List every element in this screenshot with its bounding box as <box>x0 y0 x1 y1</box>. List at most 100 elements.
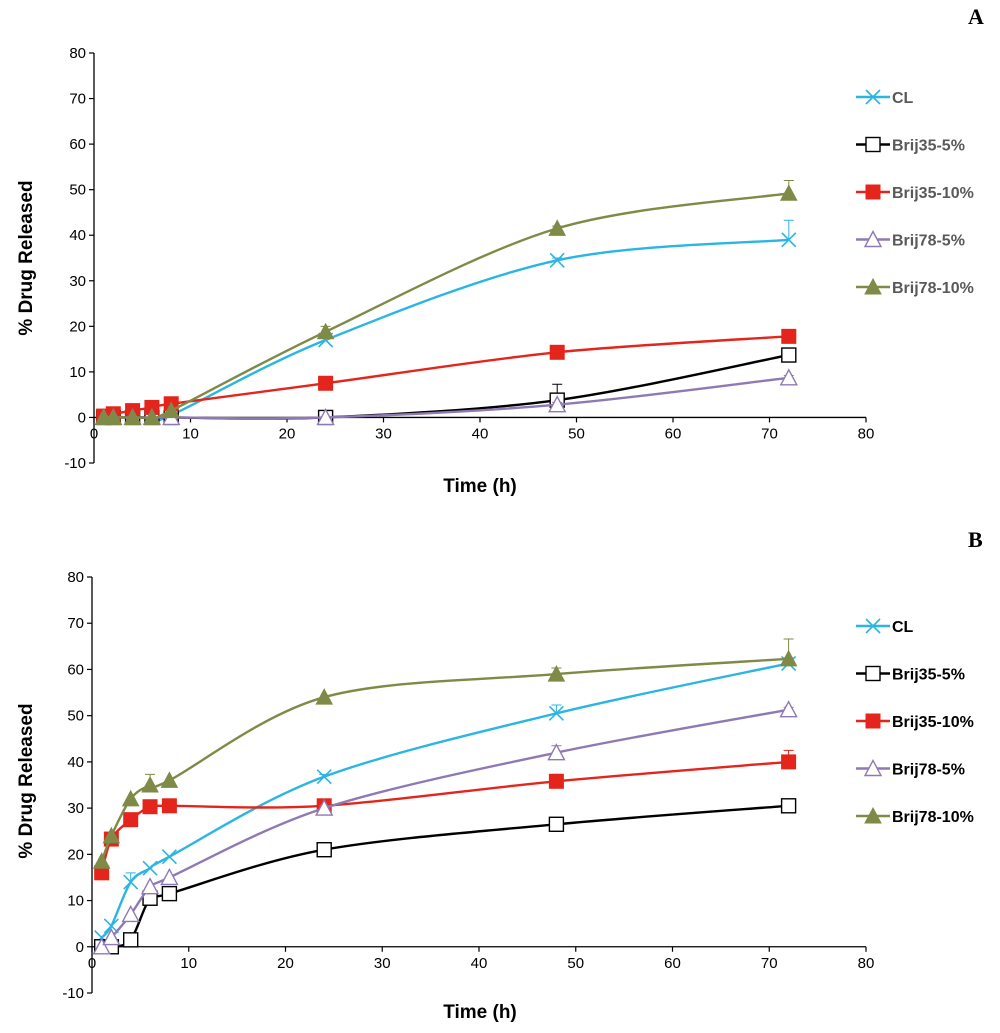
y-axis-title-a: % Drug Released <box>16 180 37 335</box>
legend-item-brij35-10pct: Brij35-10% <box>856 184 974 202</box>
series-line-brij78-10pct <box>100 657 789 862</box>
y-tick-label: 70 <box>67 615 84 632</box>
legend-label: CL <box>892 90 914 107</box>
legend-label: Brij35-5% <box>892 667 965 684</box>
series-line-brij35-5pct <box>103 353 790 420</box>
x-tick-label: 30 <box>375 425 392 442</box>
data-point <box>315 798 334 816</box>
legend-a: CL Brij35-5% Brij35-10% Brij78-5% Brij78-10% <box>856 89 974 297</box>
data-point <box>92 852 111 869</box>
data-point <box>161 798 177 814</box>
chart-panel-b: B -10 0 10 20 30 40 50 60 70 80 0 10 20 30 40 50 60 70 80 … <box>0 517 1000 1033</box>
legend-label: Brij78-10% <box>892 280 974 297</box>
legend-label: Brij35-10% <box>892 185 974 202</box>
data-point <box>141 775 159 793</box>
x-tick-label: 70 <box>761 955 778 972</box>
data-point <box>781 232 797 248</box>
y-tick-label: 80 <box>69 45 86 62</box>
x-tick-label: 0 <box>88 955 96 972</box>
legend-item-brij35-5pct: Brij35-5% <box>856 136 965 155</box>
x-tick-label: 60 <box>665 425 682 442</box>
legend-marker <box>865 184 881 200</box>
data-point <box>548 816 565 832</box>
series-line-brij35-10pct <box>103 335 789 418</box>
legend-marker <box>863 759 883 777</box>
x-tick-label: 50 <box>567 955 584 972</box>
x-tick-label: 0 <box>90 425 98 442</box>
legend-item-brij78-5pct: Brij78-5% <box>856 759 965 779</box>
data-point <box>161 849 177 865</box>
legend-b: CL Brij35-5% Brij35-10% Brij78-5% Brij78-10% <box>856 618 974 826</box>
data-point <box>142 799 158 815</box>
plot-area-a <box>94 180 798 426</box>
y-tick-label: 50 <box>67 708 84 725</box>
series-brij78-5pct <box>94 368 798 426</box>
panel-label-a: A <box>968 4 984 29</box>
data-point <box>316 842 332 858</box>
data-point <box>162 401 181 419</box>
data-point <box>160 867 179 886</box>
series-line-brij35-10pct <box>100 760 789 874</box>
legend-label: Brij35-10% <box>892 714 974 731</box>
series-line-cl <box>100 662 789 939</box>
legend-item-brij78-5pct: Brij78-5% <box>856 230 965 250</box>
y-tick-label: 60 <box>69 136 86 153</box>
x-tick-label: 40 <box>472 425 489 442</box>
data-point <box>143 408 161 425</box>
data-point <box>102 826 121 844</box>
y-tick-label: 20 <box>69 318 86 335</box>
legend-marker <box>863 230 883 248</box>
x-tick-label: 60 <box>664 955 681 972</box>
data-point <box>781 347 797 363</box>
data-point <box>316 769 332 785</box>
y-tick-label: 30 <box>67 800 84 817</box>
data-point <box>549 252 565 268</box>
y-tick-label: 70 <box>69 91 86 108</box>
data-point <box>316 322 335 340</box>
x-tick-label: 10 <box>182 425 199 442</box>
x-axis-title-b: Time (h) <box>443 1002 517 1023</box>
x-tick-label: 50 <box>568 425 585 442</box>
x-tick-label: 70 <box>761 425 778 442</box>
legend-label: Brij78-5% <box>892 762 965 779</box>
legend-item-cl: CL <box>856 618 914 636</box>
legend-item-brij78-10pct: Brij78-10% <box>856 277 974 297</box>
data-point <box>779 700 798 718</box>
data-point <box>779 368 798 386</box>
y-tick-label: 40 <box>69 227 86 244</box>
legend-marker <box>864 277 882 295</box>
data-point <box>547 665 566 682</box>
y-tick-label: 60 <box>67 661 84 678</box>
data-point <box>92 937 111 955</box>
series-line-brij78-10pct <box>103 192 789 420</box>
x-tick-label: 30 <box>374 955 391 972</box>
legend-marker <box>865 665 881 682</box>
series-brij35-5pct <box>93 798 797 955</box>
data-point <box>781 754 797 770</box>
error-bar <box>551 704 562 714</box>
x-tick-label: 80 <box>858 955 875 972</box>
data-point <box>779 184 798 201</box>
data-point <box>315 688 334 705</box>
x-tick-label: 20 <box>279 425 296 442</box>
data-point <box>104 408 123 425</box>
data-point <box>122 932 139 948</box>
data-point <box>160 771 179 788</box>
plot-area-b <box>92 638 798 955</box>
y-tick-label: 10 <box>69 364 86 381</box>
y-tick-label: 10 <box>67 893 84 910</box>
series-line-brij35-5pct <box>101 804 789 949</box>
data-point <box>547 743 566 761</box>
legend-label: CL <box>892 619 914 636</box>
series-brij78-10pct <box>94 180 798 425</box>
y-tick-label: 40 <box>67 754 84 771</box>
x-tick-label: 40 <box>471 955 488 972</box>
y-tick-label: 80 <box>67 569 84 586</box>
legend-label: Brij35-5% <box>892 138 965 155</box>
legend-marker <box>865 618 881 634</box>
series-line-brij78-5pct <box>100 708 789 948</box>
data-point <box>781 328 797 344</box>
y-tick-label: -10 <box>64 455 86 472</box>
